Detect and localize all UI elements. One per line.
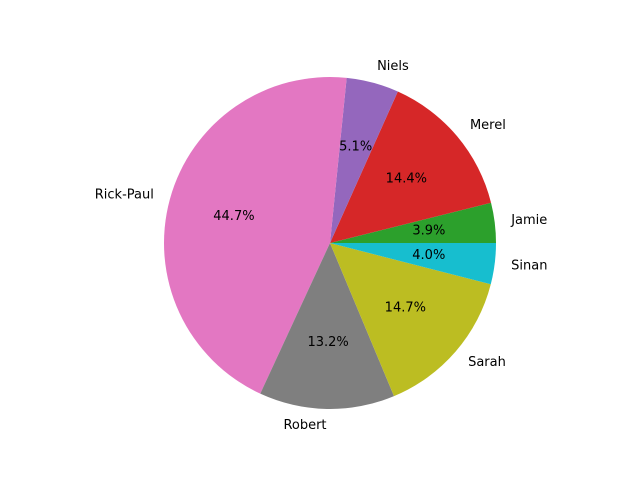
slice-category-label-niels: Niels xyxy=(377,59,409,74)
slice-value-label-sinan: 4.0% xyxy=(412,248,445,263)
pie-slice-rick-paul xyxy=(164,76,347,394)
slice-category-label-jamie: Jamie xyxy=(510,213,547,228)
slice-category-label-sinan: Sinan xyxy=(511,258,547,273)
pie-labels: 3.9% Jamie 14.4% Merel 5.1% Niels 44.7% Rick-Pa… xyxy=(95,59,548,433)
slice-category-label-sarah: Sarah xyxy=(468,355,506,370)
pie-slice-jamie xyxy=(330,202,496,243)
slice-category-label-merel: Merel xyxy=(470,118,506,133)
pie-slices xyxy=(164,76,496,409)
pie-slice-robert xyxy=(260,243,395,409)
slice-value-label-robert: 13.2% xyxy=(307,335,348,350)
pie-slice-sarah xyxy=(330,243,491,397)
pie-slice-sinan xyxy=(330,243,496,285)
pie-slice-merel xyxy=(330,91,492,243)
slice-value-label-jamie: 3.9% xyxy=(412,223,445,238)
slice-value-label-rick-paul: 44.7% xyxy=(213,209,254,224)
slice-category-label-robert: Robert xyxy=(283,418,326,433)
pie-slice-niels xyxy=(330,77,398,243)
slice-value-label-merel: 14.4% xyxy=(386,172,427,187)
slice-category-label-rick-paul: Rick-Paul xyxy=(95,187,154,202)
slice-value-label-niels: 5.1% xyxy=(339,139,372,154)
slice-value-label-sarah: 14.7% xyxy=(385,301,426,316)
